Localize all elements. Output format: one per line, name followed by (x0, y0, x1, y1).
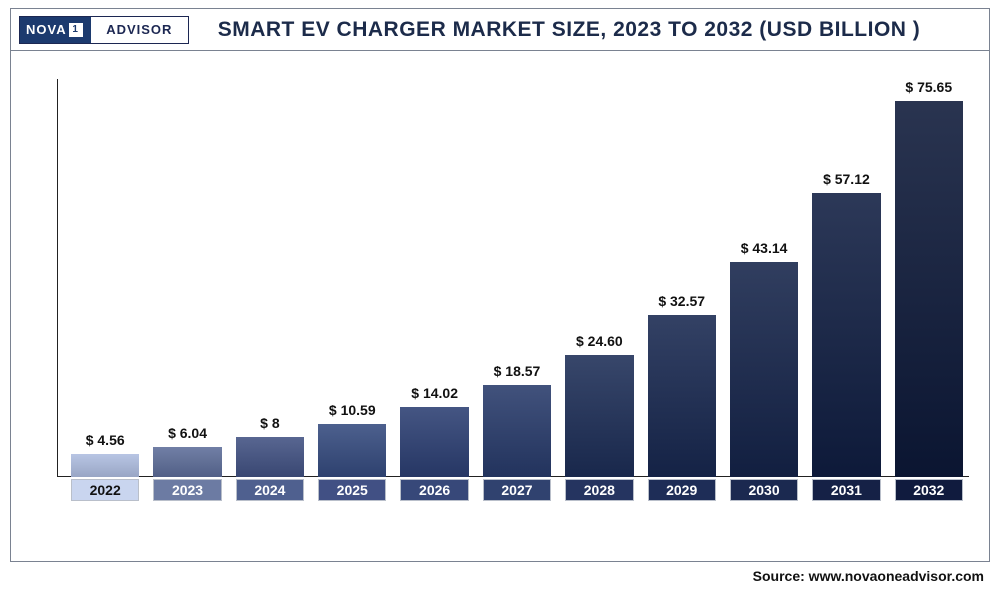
bar-slot: $ 10.59 (318, 79, 386, 477)
x-axis-label: 2029 (648, 479, 716, 501)
bar-slot: $ 57.12 (812, 79, 880, 477)
brand-logo: NOVA 1 ADVISOR (19, 16, 189, 44)
header: NOVA 1 ADVISOR SMART EV CHARGER MARKET S… (11, 9, 989, 51)
bar-value-label: $ 32.57 (641, 293, 723, 309)
bar (236, 437, 304, 477)
bar-slot: $ 18.57 (483, 79, 551, 477)
x-axis-label: 2032 (895, 479, 963, 501)
logo-one-box: 1 (69, 23, 83, 37)
plot-area: $ 4.56$ 6.04$ 8$ 10.59$ 14.02$ 18.57$ 24… (57, 79, 969, 501)
x-axis-label: 2022 (71, 479, 139, 501)
bar (565, 355, 633, 477)
bar (400, 407, 468, 477)
bar (730, 262, 798, 477)
bar (648, 315, 716, 477)
logo-text-advisor: ADVISOR (91, 17, 188, 43)
x-axis-label: 2027 (483, 479, 551, 501)
bar-value-label: $ 18.57 (476, 363, 558, 379)
x-axis-label: 2030 (730, 479, 798, 501)
chart-title: SMART EV CHARGER MARKET SIZE, 2023 TO 20… (189, 18, 989, 42)
bar-slot: $ 24.60 (565, 79, 633, 477)
bar (812, 193, 880, 477)
bar-value-label: $ 10.59 (311, 402, 393, 418)
bar-value-label: $ 6.04 (147, 425, 229, 441)
bar (483, 385, 551, 477)
x-axis-label: 2025 (318, 479, 386, 501)
bar-value-label: $ 24.60 (558, 333, 640, 349)
bar-slot: $ 4.56 (71, 79, 139, 477)
x-axis-label: 2026 (400, 479, 468, 501)
bar-slot: $ 43.14 (730, 79, 798, 477)
bar-slot: $ 14.02 (400, 79, 468, 477)
bar-slot: $ 75.65 (895, 79, 963, 477)
logo-left: NOVA 1 (20, 17, 91, 43)
bar (318, 424, 386, 477)
bar-value-label: $ 57.12 (805, 171, 887, 187)
bars-container: $ 4.56$ 6.04$ 8$ 10.59$ 14.02$ 18.57$ 24… (57, 79, 969, 477)
chart-frame: NOVA 1 ADVISOR SMART EV CHARGER MARKET S… (10, 8, 990, 562)
x-axis-label: 2023 (153, 479, 221, 501)
x-axis-label: 2024 (236, 479, 304, 501)
bar-value-label: $ 75.65 (888, 79, 970, 95)
logo-text-nova: NOVA (26, 22, 67, 37)
bar (71, 454, 139, 477)
source-text: Source: www.novaoneadvisor.com (753, 568, 984, 584)
bar-value-label: $ 43.14 (723, 240, 805, 256)
x-labels-container: 2022 2023 2024 2025 2026 2027 2028 2029 2030 2031… (57, 479, 969, 501)
bar-slot: $ 6.04 (153, 79, 221, 477)
bar-slot: $ 8 (236, 79, 304, 477)
x-axis-label: 2028 (565, 479, 633, 501)
bar-slot: $ 32.57 (648, 79, 716, 477)
bar-value-label: $ 4.56 (64, 432, 146, 448)
bar-value-label: $ 14.02 (394, 385, 476, 401)
bar (895, 101, 963, 477)
bar (153, 447, 221, 477)
x-axis-label: 2031 (812, 479, 880, 501)
bar-value-label: $ 8 (229, 415, 311, 431)
